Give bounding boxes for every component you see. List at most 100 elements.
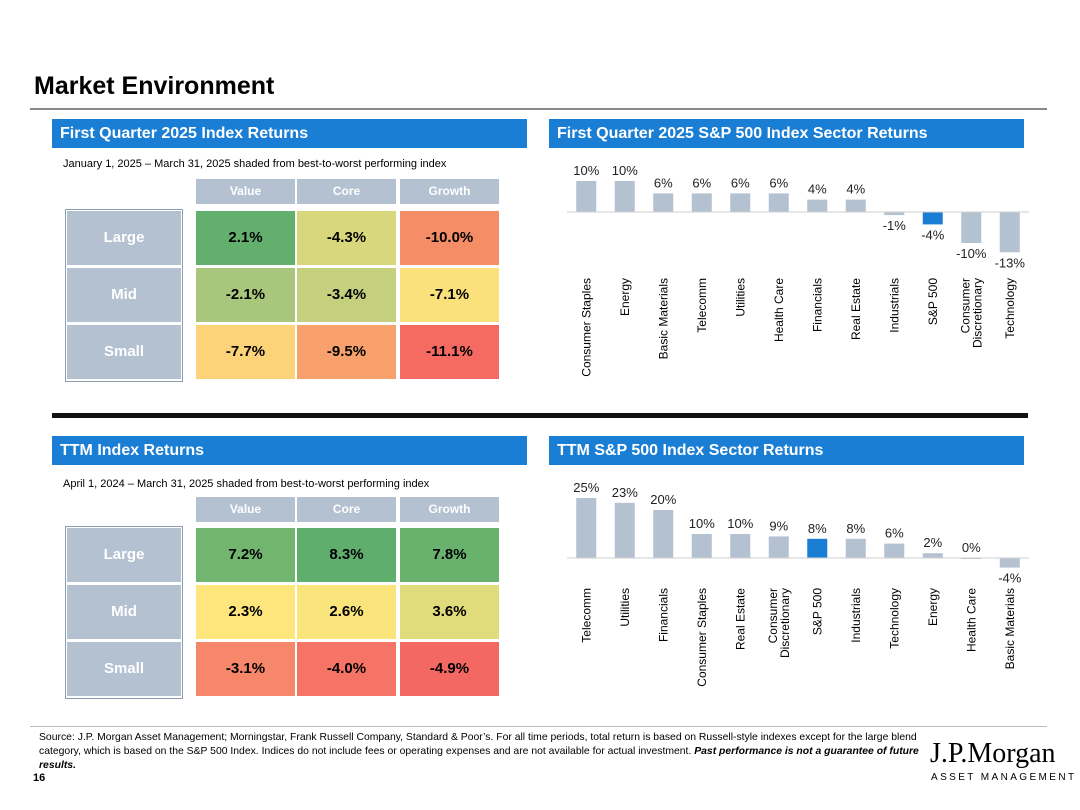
data-label: 10% — [573, 163, 599, 178]
category-label: Telecomm — [579, 588, 593, 643]
ttm_grid-cell-mid-value: 2.3% — [196, 585, 295, 639]
source-note: Source: J.P. Morgan Asset Management; Mo… — [39, 731, 919, 773]
q1_grid-cell-mid-growth: -7.1% — [400, 268, 499, 322]
bar-financials — [653, 510, 674, 558]
data-label: 6% — [769, 175, 788, 190]
bar-telecomm — [576, 498, 597, 558]
bar-utilities — [614, 502, 635, 558]
category-label: Financials — [810, 278, 824, 332]
q1_grid-cell-mid-value: -2.1% — [196, 268, 295, 322]
ttm_grid-cell-mid-core: 2.6% — [297, 585, 396, 639]
ttm_grid-row-mid: Mid — [67, 585, 181, 639]
q1-sector-returns-header: First Quarter 2025 S&P 500 Index Sector … — [549, 119, 1024, 148]
data-label: 9% — [769, 518, 788, 533]
category-label: S&P 500 — [926, 278, 940, 325]
bar-energy — [614, 181, 635, 212]
page-title: Market Environment — [34, 72, 275, 100]
ttm_grid-row-small: Small — [67, 642, 181, 696]
ttm_grid-cell-large-value: 7.2% — [196, 528, 295, 582]
q1_grid-cell-mid-core: -3.4% — [297, 268, 396, 322]
category-label: Consumer — [958, 278, 972, 333]
data-label: 25% — [573, 480, 599, 495]
disclaimer: Past performance is not a guarantee of f… — [39, 746, 919, 771]
category-label: Discretionary — [778, 588, 792, 658]
category-label: Consumer — [766, 588, 780, 643]
bar-industrials — [884, 212, 905, 216]
data-label: 10% — [689, 516, 715, 531]
category-label: Utilities — [618, 588, 632, 627]
q1_grid-row-mid: Mid — [67, 268, 181, 322]
category-label: Health Care — [772, 278, 786, 342]
ttm_grid-cell-small-value: -3.1% — [196, 642, 295, 696]
category-label: Consumer Staples — [695, 588, 709, 687]
q1_grid-cell-small-core: -9.5% — [297, 325, 396, 379]
category-label: Financials — [656, 588, 670, 642]
q1_grid-cell-small-value: -7.7% — [196, 325, 295, 379]
bar-industrials — [845, 538, 866, 558]
q1-index-returns-header: First Quarter 2025 Index Returns — [52, 119, 527, 148]
section-divider — [52, 413, 1028, 418]
data-label: 6% — [885, 526, 904, 541]
bar-energy — [922, 553, 943, 558]
bar-basic-materials — [999, 558, 1020, 568]
data-label: -13% — [995, 255, 1026, 270]
category-label: Real Estate — [849, 278, 863, 340]
data-label: 4% — [808, 182, 827, 197]
data-label: 8% — [808, 521, 827, 536]
category-label: Utilities — [733, 278, 747, 317]
bar-utilities — [730, 193, 751, 212]
category-label: Consumer Staples — [579, 278, 593, 377]
q1_grid-cell-small-growth: -11.1% — [400, 325, 499, 379]
ttm_grid-row-frame — [65, 526, 183, 699]
category-label: Basic Materials — [656, 278, 670, 359]
ttm_grid-cell-large-growth: 7.8% — [400, 528, 499, 582]
category-label: Basic Materials — [1003, 588, 1017, 669]
ttm-sector-returns-header: TTM S&P 500 Index Sector Returns — [549, 436, 1024, 465]
q1_grid-cell-large-growth: -10.0% — [400, 211, 499, 265]
category-label: Discretionary — [970, 278, 984, 348]
data-label: 20% — [650, 492, 676, 507]
bar-health-care — [768, 193, 789, 212]
q1_grid-row-large: Large — [67, 211, 181, 265]
ttm_grid-cell-mid-growth: 3.6% — [400, 585, 499, 639]
category-label: Technology — [887, 588, 901, 649]
category-label: Energy — [618, 278, 632, 316]
q1-grid-note: January 1, 2025 – March 31, 2025 shaded … — [63, 158, 447, 170]
ttm_grid-col-growth: Growth — [400, 497, 499, 522]
ttm_grid-cell-small-core: -4.0% — [297, 642, 396, 696]
bar-real-estate — [845, 199, 866, 212]
q1-sector-chart: 10% Consumer Staples 10% Energy 6% Basic Mate… — [567, 163, 1029, 377]
category-label: S&P 500 — [810, 588, 824, 635]
data-label: 6% — [731, 175, 750, 190]
bar-technology — [999, 212, 1020, 253]
bar-financials — [807, 199, 828, 212]
data-label: 23% — [612, 485, 638, 500]
category-label: Real Estate — [733, 588, 747, 650]
source-text: Source: J.P. Morgan Asset Management; Mo… — [39, 732, 917, 757]
category-label: Energy — [926, 588, 940, 626]
category-label: Technology — [1003, 278, 1017, 339]
bar-consumer-staples — [691, 534, 712, 558]
title-rule — [30, 108, 1047, 110]
category-label: Telecomm — [695, 278, 709, 333]
bar-consumer-discretionary — [768, 536, 789, 558]
ttm_grid-col-core: Core — [297, 497, 396, 522]
bar-telecomm — [691, 193, 712, 212]
logo-subtitle: ASSET MANAGEMENT — [931, 772, 1077, 783]
bar-s-p-500 — [807, 538, 828, 558]
ttm_grid-cell-small-growth: -4.9% — [400, 642, 499, 696]
bar-consumer-discretionary — [961, 212, 982, 243]
q1_grid-row-frame — [65, 209, 183, 382]
jpmorgan-logo: J.P.Morgan — [930, 738, 1056, 769]
ttm-sector-chart: 25% Telecomm 23% Utilities 20% Financials 10% C… — [567, 480, 1029, 687]
data-label: 6% — [692, 175, 711, 190]
ttm_grid-row-large: Large — [67, 528, 181, 582]
data-label: 2% — [923, 535, 942, 550]
category-label: Health Care — [964, 588, 978, 652]
q1_grid-cell-large-value: 2.1% — [196, 211, 295, 265]
data-label: 8% — [846, 521, 865, 536]
category-label: Industrials — [849, 588, 863, 643]
bar-basic-materials — [653, 193, 674, 212]
data-label: 10% — [727, 516, 753, 531]
data-label: 6% — [654, 175, 673, 190]
